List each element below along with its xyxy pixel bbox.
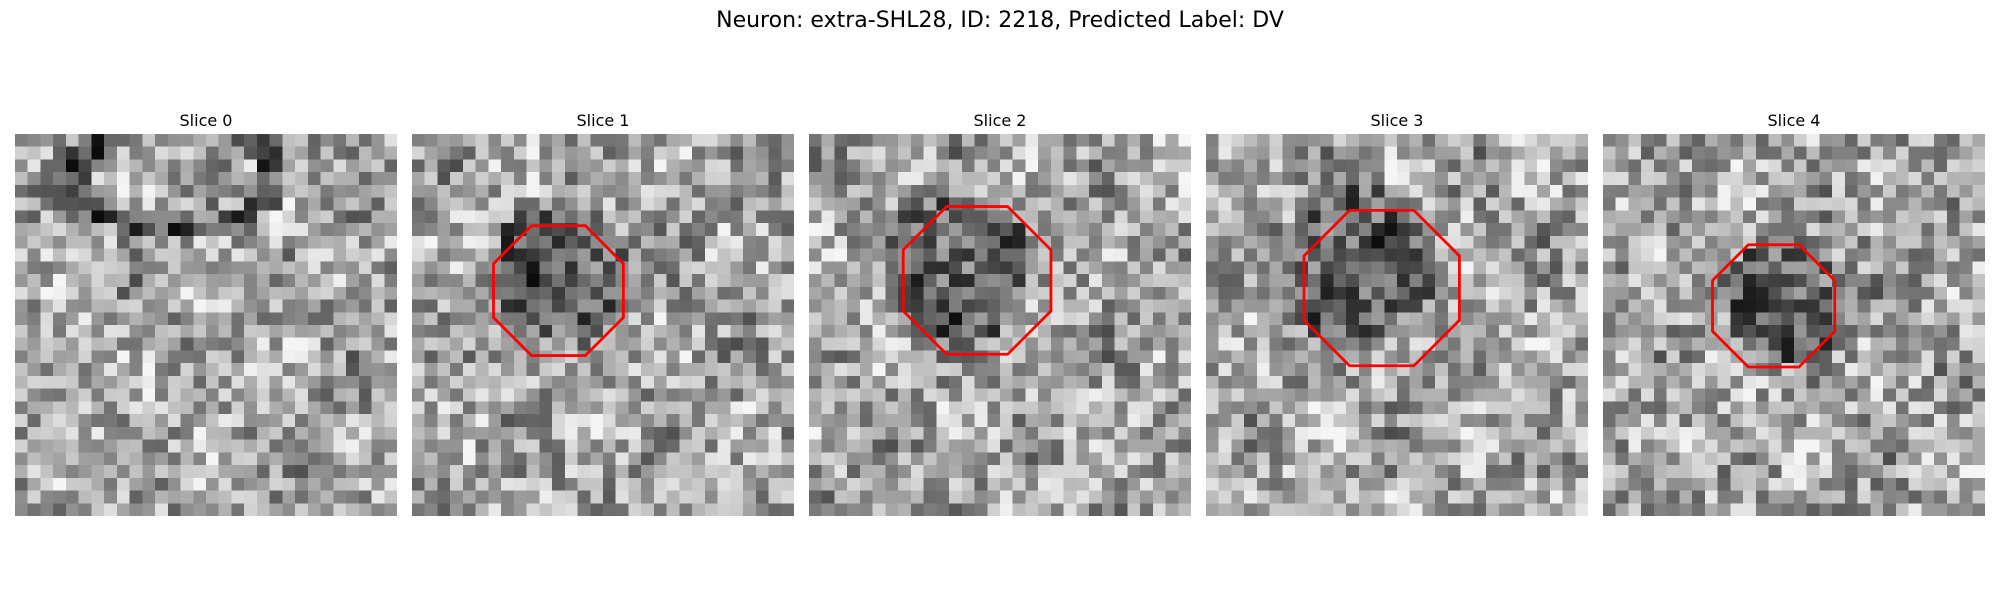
neuron-outline <box>901 205 1053 356</box>
microscopy-image <box>412 134 794 516</box>
neuron-outline <box>1302 208 1461 368</box>
microscopy-image <box>1206 134 1588 516</box>
slice-panel-4: Slice 4 <box>1603 108 1985 516</box>
microscopy-image <box>15 134 397 516</box>
neuron-outline <box>492 224 625 357</box>
microscopy-image <box>1603 134 1985 516</box>
slice-label: Slice 1 <box>576 111 630 130</box>
figure-title: Neuron: extra-SHL28, ID: 2218, Predicted… <box>716 8 1284 33</box>
neuron-outline <box>1711 243 1837 369</box>
slice-panel-1: Slice 1 <box>412 108 794 516</box>
slice-label: Slice 4 <box>1767 111 1821 130</box>
slice-label: Slice 0 <box>179 111 233 130</box>
slice-label: Slice 2 <box>973 111 1027 130</box>
microscopy-image <box>809 134 1191 516</box>
slice-panel-3: Slice 3 <box>1206 108 1588 516</box>
slice-label: Slice 3 <box>1370 111 1424 130</box>
slice-panel-0: Slice 0 <box>15 108 397 516</box>
slice-panel-2: Slice 2 <box>809 108 1191 516</box>
